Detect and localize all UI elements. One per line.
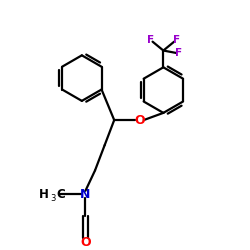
Text: F: F — [173, 35, 180, 45]
Text: 3: 3 — [50, 194, 56, 203]
Text: N: N — [80, 188, 91, 201]
Text: O: O — [134, 114, 145, 126]
Text: F: F — [146, 35, 154, 45]
Text: C: C — [57, 188, 66, 201]
Text: H: H — [39, 188, 49, 201]
Text: F: F — [176, 48, 182, 58]
Text: O: O — [80, 236, 91, 249]
